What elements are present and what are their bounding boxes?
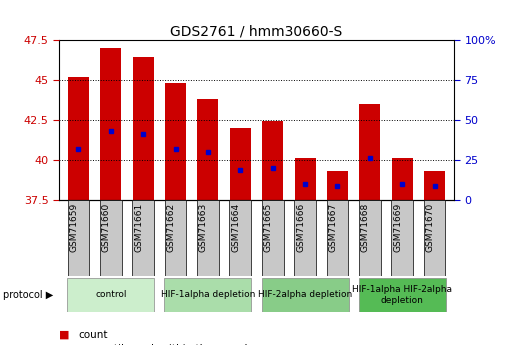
Bar <box>392 158 413 200</box>
Text: GSM71663: GSM71663 <box>199 203 208 252</box>
FancyBboxPatch shape <box>262 200 284 276</box>
Bar <box>133 57 154 200</box>
Text: ■: ■ <box>59 330 73 339</box>
Text: count: count <box>78 330 108 339</box>
Text: GSM71662: GSM71662 <box>167 203 175 252</box>
Bar <box>262 121 283 200</box>
Text: protocol ▶: protocol ▶ <box>3 290 53 300</box>
FancyBboxPatch shape <box>294 200 316 276</box>
Text: GSM71661: GSM71661 <box>134 203 143 252</box>
FancyBboxPatch shape <box>68 200 89 276</box>
FancyBboxPatch shape <box>100 200 122 276</box>
FancyBboxPatch shape <box>67 278 154 312</box>
Text: HIF-1alpha depletion: HIF-1alpha depletion <box>161 290 255 299</box>
Bar <box>359 104 380 200</box>
FancyBboxPatch shape <box>164 278 251 312</box>
Text: GSM71667: GSM71667 <box>328 203 338 252</box>
Bar <box>230 128 251 200</box>
Bar <box>198 99 219 200</box>
Bar <box>294 158 315 200</box>
Text: GSM71666: GSM71666 <box>296 203 305 252</box>
Bar <box>68 77 89 200</box>
Bar <box>327 171 348 200</box>
Bar <box>165 83 186 200</box>
Text: GSM71659: GSM71659 <box>69 203 78 252</box>
Text: HIF-2alpha depletion: HIF-2alpha depletion <box>258 290 352 299</box>
Text: GSM71660: GSM71660 <box>102 203 111 252</box>
FancyBboxPatch shape <box>197 200 219 276</box>
FancyBboxPatch shape <box>359 278 446 312</box>
Bar <box>100 48 121 200</box>
Text: GSM71669: GSM71669 <box>393 203 402 252</box>
FancyBboxPatch shape <box>391 200 413 276</box>
Text: GSM71670: GSM71670 <box>426 203 435 252</box>
FancyBboxPatch shape <box>229 200 251 276</box>
Bar <box>424 171 445 200</box>
Text: control: control <box>95 290 127 299</box>
Text: GSM71664: GSM71664 <box>231 203 240 252</box>
FancyBboxPatch shape <box>327 200 348 276</box>
Text: HIF-1alpha HIF-2alpha
depletion: HIF-1alpha HIF-2alpha depletion <box>352 285 452 305</box>
FancyBboxPatch shape <box>359 200 381 276</box>
FancyBboxPatch shape <box>424 200 445 276</box>
Title: GDS2761 / hmm30660-S: GDS2761 / hmm30660-S <box>170 24 343 39</box>
FancyBboxPatch shape <box>165 200 186 276</box>
Text: GSM71665: GSM71665 <box>264 203 273 252</box>
FancyBboxPatch shape <box>262 278 349 312</box>
Text: GSM71668: GSM71668 <box>361 203 370 252</box>
FancyBboxPatch shape <box>132 200 154 276</box>
